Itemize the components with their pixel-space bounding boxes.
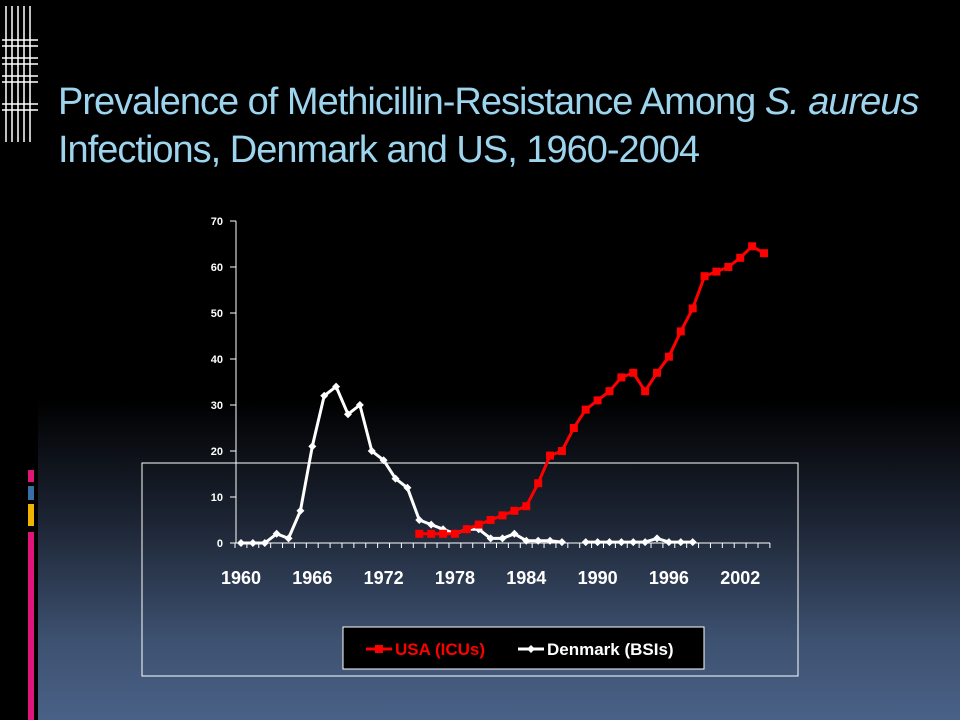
title-italic-species: S. aureus: [764, 81, 920, 123]
slide-title: Prevalence of Methicillin-Resistance Amo…: [58, 78, 938, 174]
denmark-point: [272, 529, 281, 538]
usa-point: [427, 529, 436, 538]
chart-frame: [141, 462, 799, 677]
denmark-point: [415, 516, 424, 524]
x-tick-label: 1990: [578, 568, 618, 588]
usa-point: [593, 396, 602, 405]
x-tick-label: 1960: [221, 568, 261, 588]
usa-point: [498, 511, 507, 520]
usa-point: [474, 520, 483, 529]
denmark-point: [676, 538, 685, 547]
denmark-point: [296, 506, 305, 515]
denmark-series-line: [241, 385, 563, 545]
denmark-point: [332, 382, 341, 391]
denmark-point: [557, 538, 566, 547]
usa-point: [688, 304, 697, 313]
usa-point: [605, 387, 614, 396]
usa-point: [581, 405, 590, 414]
denmark-point: [522, 536, 531, 545]
denmark-point: [534, 536, 543, 545]
denmark-series-2-line: [585, 536, 693, 544]
usa-point: [450, 529, 459, 538]
legend-denmark-marker: [527, 645, 535, 653]
x-tick-label: 1966: [292, 568, 332, 588]
denmark-point: [355, 401, 364, 409]
usa-point: [712, 267, 721, 276]
denmark-point: [427, 520, 436, 529]
denmark-point: [260, 539, 269, 547]
x-tick-label: 1978: [435, 568, 475, 588]
denmark-point: [664, 538, 673, 547]
legend-usa-marker: [375, 645, 383, 653]
usa-series-line: [419, 244, 765, 536]
usa-point: [653, 368, 662, 377]
x-tick-label: 1984: [506, 568, 546, 588]
y-tick-label: 60: [211, 262, 223, 274]
denmark-point: [379, 456, 388, 465]
usa-point: [641, 387, 650, 396]
usa-point: [760, 249, 768, 258]
denmark-point: [510, 529, 519, 538]
usa-point: [557, 447, 566, 455]
denmark-point: [688, 538, 697, 547]
y-tick-label: 0: [217, 538, 223, 550]
accent-bar-pink-1: [28, 470, 34, 482]
denmark-point: [343, 410, 352, 419]
usa-point: [748, 242, 757, 251]
usa-point: [736, 253, 745, 262]
usa-point: [664, 352, 673, 361]
denmark-point: [581, 538, 590, 547]
y-tick-label: 40: [211, 354, 223, 366]
denmark-point: [629, 538, 638, 547]
denmark-point: [653, 534, 662, 543]
denmark-point: [367, 447, 376, 455]
y-tick-label: 50: [211, 308, 223, 320]
legend-denmark-label: Denmark (BSIs): [547, 640, 674, 659]
usa-point: [546, 451, 555, 460]
accent-bar-pink-2: [28, 532, 34, 720]
usa-point: [700, 272, 709, 281]
usa-point: [629, 368, 638, 377]
denmark-point: [308, 442, 317, 451]
denmark-point: [605, 538, 614, 547]
grid-logo-icon: [2, 6, 38, 142]
y-tick-label: 20: [211, 446, 223, 458]
denmark-point: [641, 538, 650, 547]
title-text-1: Prevalence of Methicillin-Resistance Amo…: [58, 81, 765, 123]
accent-bar-gold: [28, 504, 34, 526]
denmark-point: [320, 391, 329, 400]
usa-point: [534, 479, 543, 488]
y-tick-label: 70: [211, 216, 223, 228]
title-text-2: Infections, Denmark and US, 1960-2004: [58, 129, 700, 171]
denmark-point: [391, 474, 400, 483]
denmark-point: [498, 534, 507, 543]
denmark-point: [486, 534, 495, 543]
y-tick-label: 30: [211, 400, 223, 412]
denmark-point: [546, 536, 555, 545]
usa-point: [522, 502, 531, 511]
usa-point: [724, 263, 733, 271]
denmark-point: [248, 539, 257, 547]
usa-point: [415, 529, 424, 538]
usa-point: [510, 506, 519, 515]
y-tick-label: 10: [211, 492, 223, 504]
x-tick-label: 1996: [649, 568, 689, 588]
legend-usa-label: USA (ICUs): [395, 640, 485, 659]
denmark-point: [237, 539, 245, 547]
accent-bar-blue: [28, 486, 34, 500]
usa-point: [676, 327, 685, 336]
x-tick-label: 1972: [364, 568, 404, 588]
denmark-point: [593, 538, 602, 547]
x-tick-label: 2002: [720, 568, 760, 588]
usa-point: [569, 424, 578, 432]
denmark-point: [284, 534, 293, 543]
denmark-point: [617, 538, 626, 547]
usa-point: [486, 516, 495, 524]
usa-point: [617, 373, 626, 382]
usa-point: [462, 525, 471, 534]
denmark-point: [403, 483, 412, 492]
usa-point: [439, 529, 448, 538]
